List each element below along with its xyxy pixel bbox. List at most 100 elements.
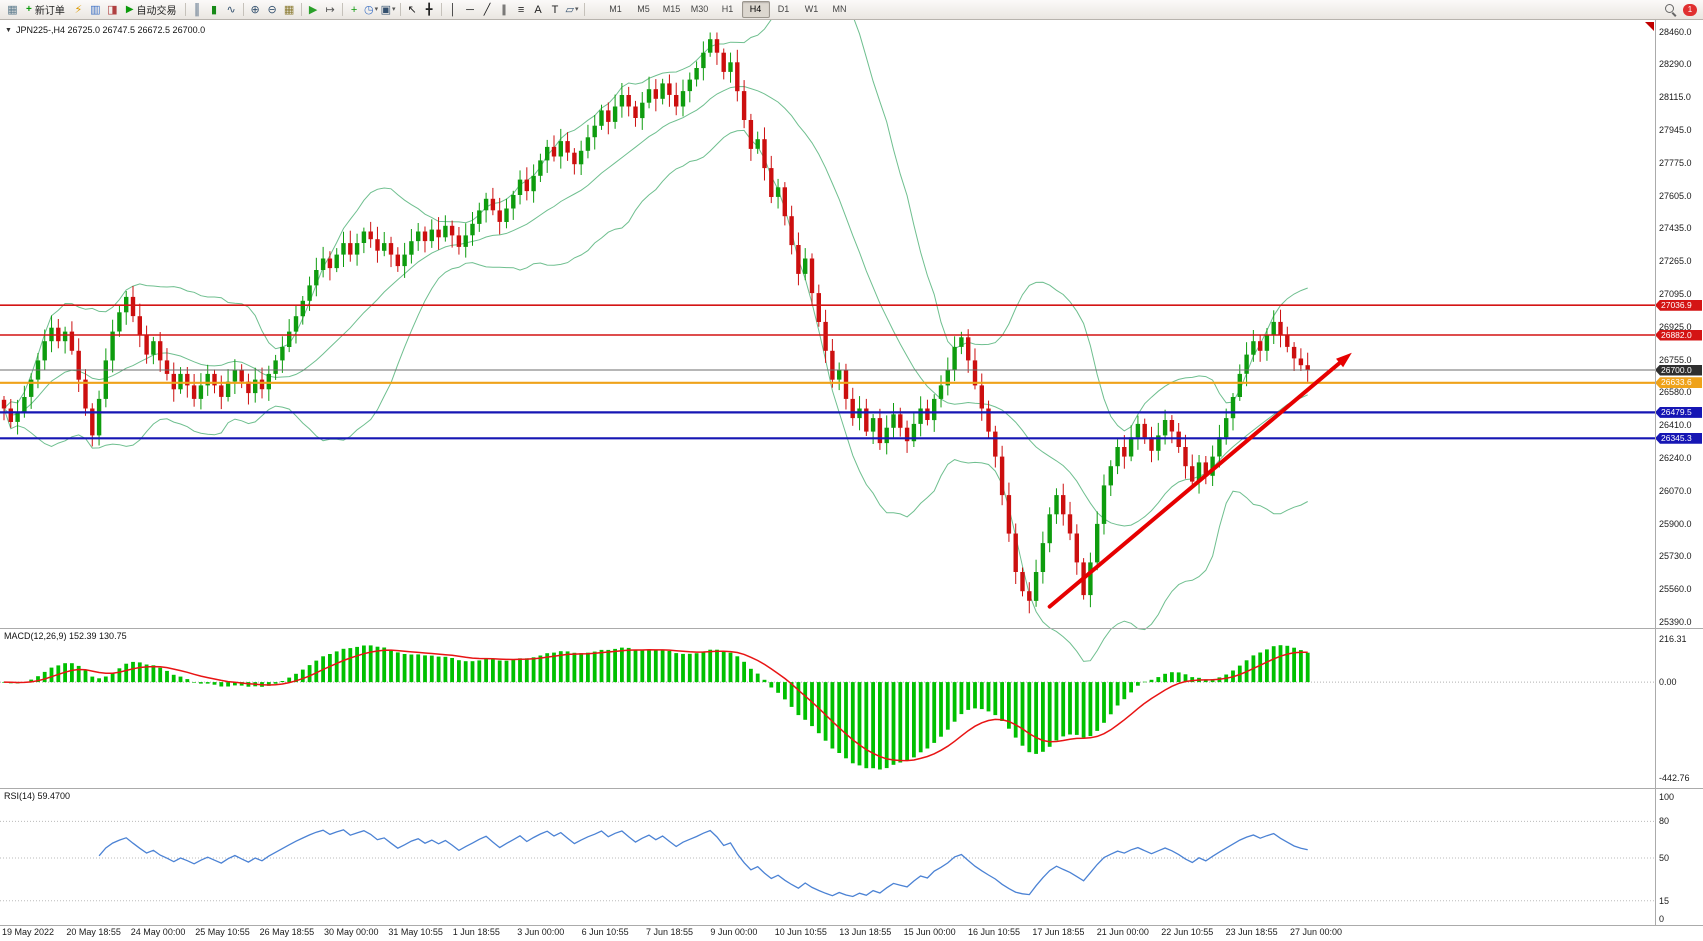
- fibonacci-icon[interactable]: ≡: [513, 2, 530, 18]
- price-tick: 25730.0: [1659, 551, 1692, 562]
- price-tick: 27605.0: [1659, 190, 1692, 201]
- new-order-button-icon: +: [26, 4, 32, 15]
- auto-scroll-icon[interactable]: ▶: [305, 2, 322, 18]
- search-icon[interactable]: [1665, 3, 1677, 16]
- price-tick: 27945.0: [1659, 124, 1692, 135]
- crosshair-icon[interactable]: ╋: [421, 2, 438, 18]
- notification-badge[interactable]: 1: [1683, 3, 1697, 16]
- label-tool-icon[interactable]: T: [547, 2, 564, 18]
- rsi-tick: 100: [1659, 792, 1675, 802]
- timeframe-m1[interactable]: M1: [609, 4, 622, 14]
- date-tick: 1 Jun 18:55: [452, 927, 500, 937]
- trendline-icon-glyph: ╱: [483, 3, 491, 16]
- new-order-button-label: 新订单: [34, 6, 65, 17]
- cursor-icon[interactable]: ↖: [404, 2, 421, 18]
- trendline-icon[interactable]: ╱: [479, 2, 496, 18]
- quick-trade-icon[interactable]: ⚡: [70, 2, 87, 18]
- line-chart-icon-glyph: ∿: [226, 3, 236, 16]
- candlestick-chart-icon[interactable]: ▮: [206, 2, 223, 18]
- auto-scroll-icon-glyph: ▶: [308, 3, 318, 16]
- date-tick: 13 Jun 18:55: [839, 927, 892, 937]
- zoom-in-icon-glyph: ⊕: [250, 3, 260, 16]
- timeframe-m5[interactable]: M5: [637, 4, 650, 14]
- price-axis[interactable]: 28460.0 28290.0 28115.0 27945.0 27775.0 27605…: [1655, 20, 1703, 926]
- macd-label: MACD(12,26,9) 152.39 130.75: [4, 631, 127, 641]
- price-tick: 26070.0: [1659, 485, 1692, 496]
- chart-window-icon-glyph: ▦: [7, 3, 18, 16]
- channel-icon[interactable]: ∥: [496, 2, 513, 18]
- chart-title-text: JPN225-,H4 26725.0 26747.5 26672.5 26700…: [15, 25, 206, 35]
- date-tick: 27 Jun 00:00: [1290, 927, 1343, 937]
- new-order-button[interactable]: + 新订单: [21, 2, 70, 18]
- price-tick: 25900.0: [1659, 518, 1692, 529]
- date-tick: 31 May 10:55: [388, 927, 443, 937]
- templates-icon-glyph: ▣: [380, 3, 391, 16]
- macd-splitter[interactable]: [0, 628, 1703, 629]
- bar-chart-icon[interactable]: ║: [189, 2, 206, 18]
- chart-title: ▼ JPN225-,H4 26725.0 26747.5 26672.5 267…: [5, 25, 205, 35]
- scale-marker: [1645, 22, 1654, 31]
- chart-shift-icon[interactable]: ↦: [322, 2, 339, 18]
- date-tick: 21 Jun 00:00: [1096, 927, 1149, 937]
- templates-icon[interactable]: ▣ ▾: [380, 2, 397, 18]
- text-tool-icon[interactable]: A: [530, 2, 547, 18]
- date-tick: 17 Jun 18:55: [1032, 927, 1085, 937]
- timeframe-h4[interactable]: H4: [741, 1, 770, 18]
- timeframe-d1[interactable]: D1: [777, 4, 790, 14]
- time-axis[interactable]: 19 May 2022 20 May 18:55 24 May 00:00 25 Ma…: [0, 926, 1655, 940]
- periods-icon-glyph: ◷: [363, 3, 374, 16]
- vertical-line-icon-glyph: │: [449, 3, 457, 16]
- chart-collapse-icon[interactable]: ▼: [5, 26, 12, 34]
- price-level-tag: 26882.0: [1655, 329, 1702, 341]
- timeframe-h1[interactable]: H1: [721, 4, 734, 14]
- vertical-line-icon[interactable]: │: [445, 2, 462, 18]
- tile-windows-icon[interactable]: ▦: [281, 2, 298, 18]
- indicators-icon[interactable]: +: [346, 2, 363, 18]
- toolbar-separator: [440, 3, 442, 16]
- price-level-tag: 26700.0: [1655, 364, 1702, 376]
- market-watch-icon[interactable]: ◨: [104, 2, 121, 18]
- price-tick: 26240.0: [1659, 453, 1692, 463]
- toolbar-separator: [341, 3, 343, 16]
- timeframe-m15[interactable]: M15: [662, 4, 681, 14]
- date-tick: 15 Jun 00:00: [903, 927, 956, 937]
- label-tool-icon-glyph: T: [551, 3, 559, 16]
- horizontal-line-icon-glyph: ─: [466, 3, 474, 16]
- date-tick: 16 Jun 10:55: [968, 927, 1021, 937]
- date-tick: 22 Jun 10:55: [1161, 927, 1214, 937]
- horizontal-line-icon[interactable]: ─: [462, 2, 479, 18]
- chevron-down-icon: ▾: [391, 5, 396, 13]
- history-center-icon[interactable]: ▥: [87, 2, 104, 18]
- bar-chart-icon-glyph: ║: [193, 3, 201, 16]
- shapes-icon[interactable]: ▱ ▾: [564, 2, 581, 18]
- timeframe-m30[interactable]: M30: [690, 4, 709, 14]
- time-axis-separator: [0, 925, 1703, 926]
- price-tick: 26410.0: [1659, 420, 1692, 431]
- tile-windows-icon-glyph: ▦: [283, 3, 295, 16]
- date-tick: 10 Jun 10:55: [774, 927, 827, 937]
- rsi-tick: 15: [1659, 895, 1670, 906]
- rsi-label: RSI(14) 59.4700: [4, 791, 71, 801]
- rsi-splitter[interactable]: [0, 788, 1703, 789]
- periods-icon[interactable]: ◷ ▾: [363, 2, 380, 18]
- price-tick: 27265.0: [1659, 256, 1692, 267]
- rsi-tick: 50: [1659, 853, 1670, 863]
- line-chart-icon[interactable]: ∿: [223, 2, 240, 18]
- price-tick: 27775.0: [1659, 157, 1692, 168]
- price-level-tag: 26479.5: [1655, 406, 1702, 418]
- cursor-icon-glyph: ↖: [407, 3, 417, 16]
- zoom-in-icon[interactable]: ⊕: [247, 2, 264, 18]
- price-tick: 25390.0: [1659, 617, 1692, 627]
- date-tick: 19 May 2022: [2, 927, 55, 937]
- zoom-out-icon[interactable]: ⊖: [264, 2, 281, 18]
- date-tick: 30 May 00:00: [324, 927, 379, 937]
- quick-trade-icon-glyph: ⚡: [74, 3, 83, 16]
- timeframe-w1[interactable]: W1: [804, 4, 819, 14]
- chart-shift-icon-glyph: ↦: [325, 3, 335, 16]
- auto-trading-button[interactable]: ▶ 自动交易: [121, 2, 182, 18]
- chevron-down-icon: ▾: [374, 5, 379, 13]
- timeframe-mn[interactable]: MN: [832, 4, 847, 14]
- chart-window-icon[interactable]: ▦: [4, 2, 21, 18]
- crosshair-icon-glyph: ╋: [425, 3, 433, 16]
